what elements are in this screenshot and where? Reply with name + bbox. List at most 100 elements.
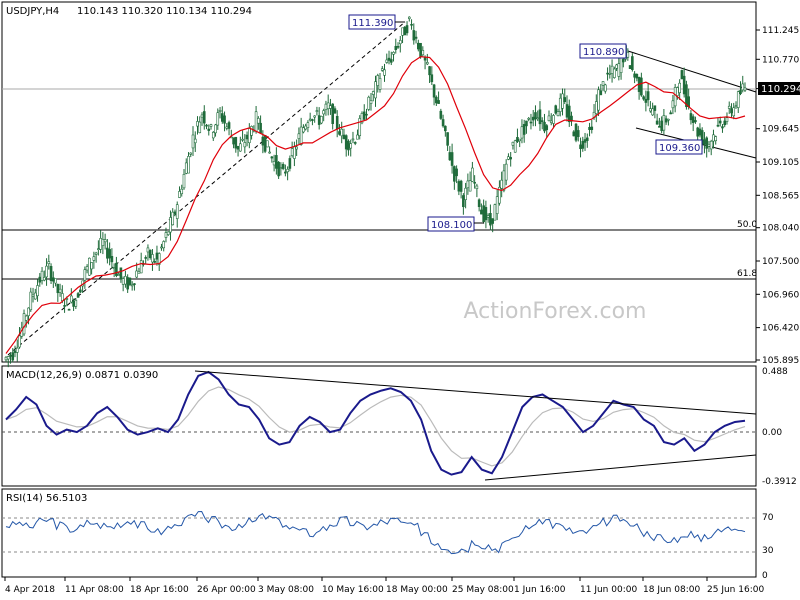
rsi-panel [1,488,757,578]
candle-body [556,111,560,117]
candle-body [290,148,294,156]
macd-panel [1,365,757,487]
candle-body [340,128,344,137]
candle-body [227,122,231,129]
candle-body [18,335,21,348]
candle-body [43,277,46,281]
candle-body [511,141,515,146]
candle-body [405,25,409,34]
candle-body [640,77,643,96]
candle-body [218,110,222,112]
candle-body [743,87,747,91]
candle-body [31,294,35,297]
candle-body [597,89,600,111]
candle-body [209,124,213,127]
candle-body [211,132,215,139]
candle-body [124,276,127,285]
candle-body [216,112,220,126]
candle-body [671,100,675,109]
candle-body [166,231,170,235]
candle-body [121,278,125,285]
candle-body [126,277,129,290]
candle-body [428,66,431,76]
candle-body [522,124,526,135]
candle-body [687,96,690,107]
candle-body [590,126,594,130]
candle-body [707,143,711,147]
candle-body [486,215,490,218]
candle-body [376,75,380,86]
candle-body [198,121,202,134]
candle-body [520,126,524,139]
candle-body [736,91,740,108]
candle-body [239,143,242,152]
price-tick-label: 108.565 [762,191,799,201]
candle-body [721,126,724,129]
candle-body [653,105,657,111]
candle-body [516,137,519,142]
candle-body [631,56,634,70]
candle-body [187,156,190,174]
candle-body [268,151,271,154]
rsi-axis: 70 30 0 [762,513,774,581]
candle-body [457,181,461,192]
candle-body [714,136,718,142]
candle-body [61,293,64,302]
candle-body [356,134,359,140]
moving-average-line [5,56,746,354]
candle-body [200,114,204,118]
price-tick-label: 107.500 [762,257,799,267]
candle-body [178,191,181,198]
candle-body [139,260,143,274]
candle-body [579,144,582,150]
candle-body [83,269,87,281]
candle-body [599,90,603,96]
candle-body [531,116,535,121]
level-108100-label: 108.100 [431,220,472,231]
symbol-label: USDJPY,H4 [6,6,59,17]
candle-body [270,156,274,159]
price-tick-label: 105.895 [762,356,799,366]
candle-body [691,116,695,123]
candle-body [622,59,625,63]
time-tick-label: 25 May 08:00 [452,585,514,595]
candle-body [288,158,292,169]
candle-body [709,140,713,150]
candle-body [441,119,445,127]
time-tick-label: 11 Apr 08:00 [65,585,124,595]
candle-body [193,138,197,144]
candle-body [250,126,253,136]
candle-body [151,254,154,263]
candle-body [549,120,553,123]
candle-body [567,105,571,123]
candle-body [730,108,733,114]
candle-body [387,57,391,61]
candle-body [304,125,307,130]
candle-body [432,84,436,98]
candle-body [635,74,639,79]
candle-body [110,256,114,263]
macd-signal-line [5,386,746,467]
candle-body [223,115,226,124]
candle-body [455,168,458,177]
candle-body [473,181,476,184]
candle-body [13,350,17,353]
candle-body [448,152,452,161]
candle-body [117,274,120,276]
candle-body [259,122,262,134]
watermark: ActionForex.com [464,299,647,324]
time-tick-label: 11 Jun 00:00 [580,585,637,595]
price-tick-label: 108.040 [762,224,799,234]
candle-body [85,266,89,271]
candle-body [410,23,413,26]
candle-body [705,137,708,149]
candle-body [613,68,616,78]
candle-body [378,78,382,90]
candle-body [588,127,591,130]
candle-body [295,146,298,150]
candle-body [421,50,425,56]
candle-body [234,136,238,149]
candle-body [297,133,301,139]
candle-body [507,156,510,160]
candle-body [694,120,697,123]
